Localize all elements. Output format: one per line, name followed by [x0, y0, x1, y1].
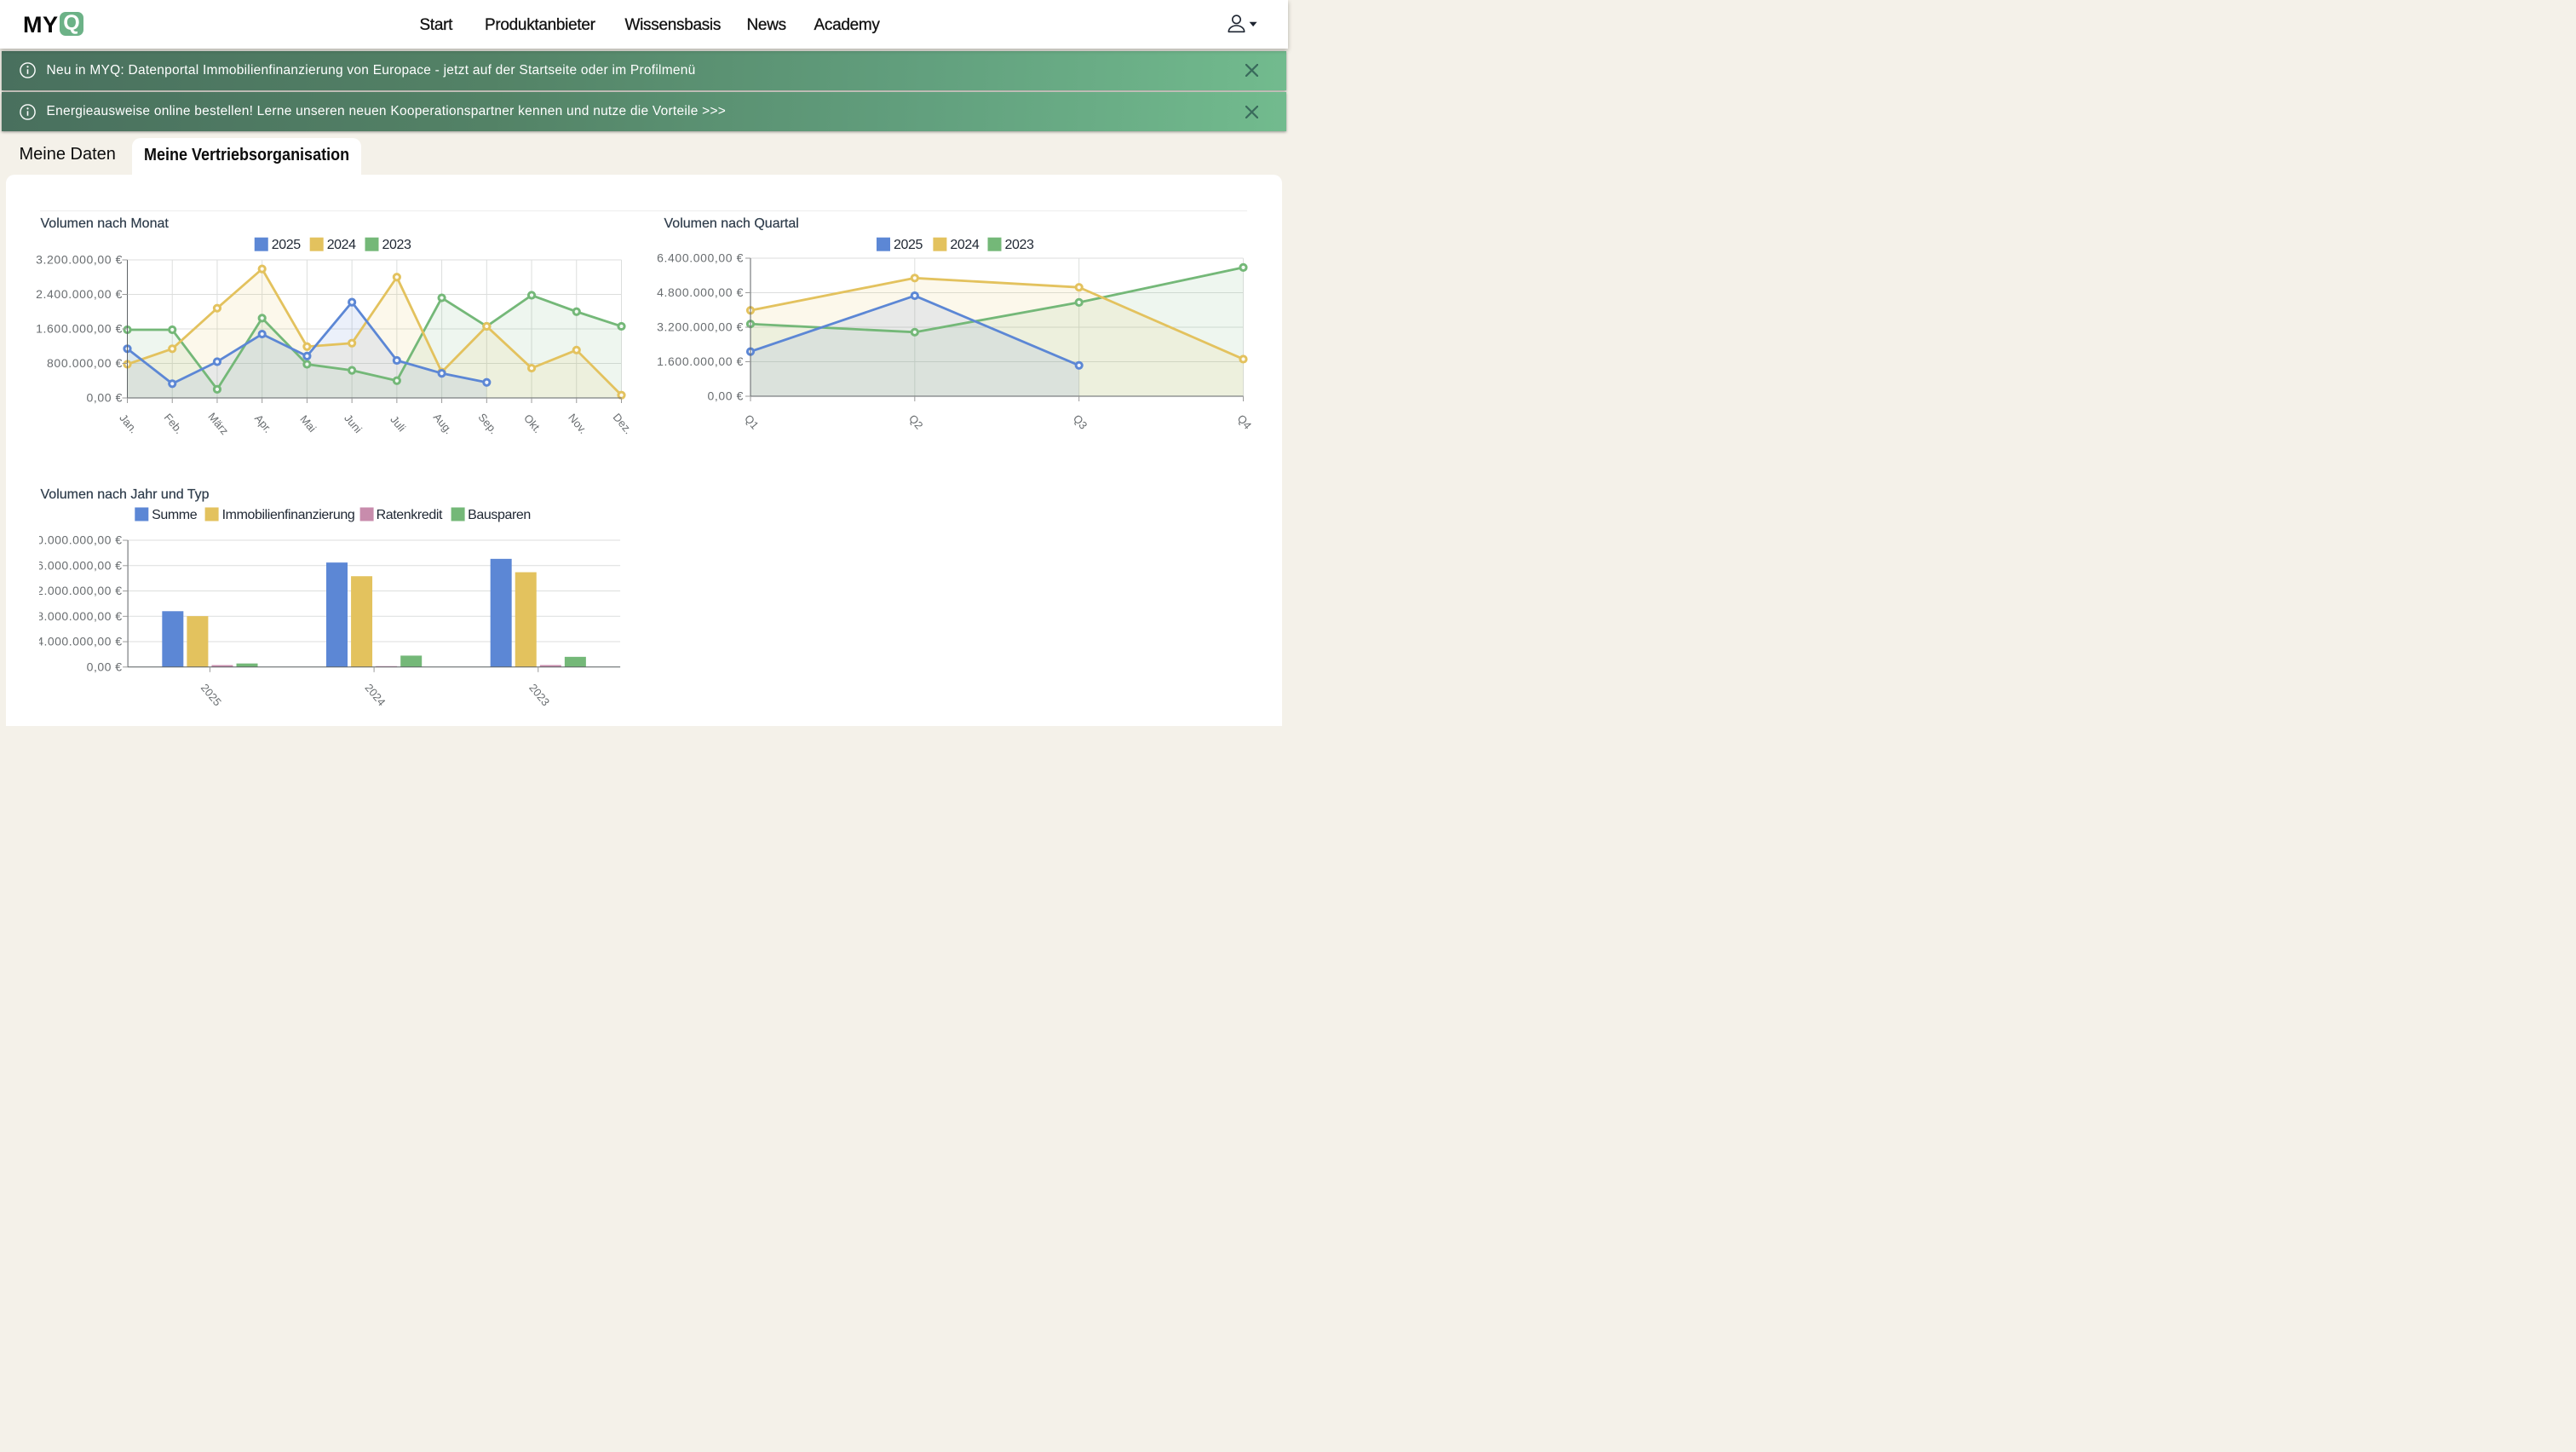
- svg-text:2024: 2024: [363, 682, 388, 709]
- svg-text:20.000.000,00 €: 20.000.000,00 €: [39, 533, 123, 547]
- svg-text:1.600.000,00 €: 1.600.000,00 €: [657, 354, 744, 368]
- svg-text:2.400.000,00 €: 2.400.000,00 €: [36, 287, 123, 301]
- svg-text:Okt.: Okt.: [521, 412, 544, 435]
- svg-text:Q4: Q4: [1235, 412, 1255, 432]
- svg-text:2023: 2023: [527, 682, 553, 709]
- svg-text:0,00 €: 0,00 €: [87, 660, 123, 673]
- svg-text:4.800.000,00 €: 4.800.000,00 €: [657, 285, 744, 299]
- svg-text:800.000,00 €: 800.000,00 €: [47, 356, 123, 370]
- svg-text:März: März: [205, 410, 231, 437]
- svg-text:3.200.000,00 €: 3.200.000,00 €: [657, 320, 744, 334]
- svg-text:2024: 2024: [950, 238, 979, 252]
- svg-text:12.000.000,00 €: 12.000.000,00 €: [39, 584, 123, 597]
- svg-text:2023: 2023: [1005, 238, 1034, 252]
- svg-text:2024: 2024: [327, 238, 356, 252]
- svg-text:Mai: Mai: [297, 412, 319, 435]
- svg-text:6.400.000,00 €: 6.400.000,00 €: [657, 251, 744, 265]
- svg-text:Sep.: Sep.: [475, 411, 500, 436]
- svg-text:2025: 2025: [894, 238, 923, 252]
- svg-text:Q3: Q3: [1071, 412, 1090, 432]
- svg-text:Aug.: Aug.: [431, 411, 456, 436]
- svg-text:Immobilienfinanzierung: Immobilienfinanzierung: [222, 508, 355, 522]
- svg-text:3.200.000,00 €: 3.200.000,00 €: [36, 253, 123, 267]
- svg-text:Nov.: Nov.: [566, 411, 589, 435]
- svg-text:0,00 €: 0,00 €: [707, 389, 744, 403]
- svg-text:2025: 2025: [198, 682, 224, 709]
- svg-text:Summe: Summe: [152, 508, 198, 522]
- svg-text:Apr.: Apr.: [252, 412, 274, 435]
- svg-text:Q1: Q1: [742, 412, 762, 432]
- svg-text:Bausparen: Bausparen: [468, 508, 531, 522]
- svg-text:Juli: Juli: [388, 413, 408, 435]
- svg-text:2025: 2025: [272, 238, 301, 252]
- svg-text:Q2: Q2: [906, 412, 926, 432]
- svg-text:8.000.000,00 €: 8.000.000,00 €: [39, 609, 123, 623]
- svg-text:4.000.000,00 €: 4.000.000,00 €: [39, 635, 123, 648]
- svg-text:Jan.: Jan.: [117, 412, 140, 435]
- svg-text:Ratenkredit: Ratenkredit: [377, 508, 443, 522]
- svg-text:0,00 €: 0,00 €: [86, 391, 123, 405]
- svg-text:Juni: Juni: [342, 412, 365, 435]
- svg-text:2023: 2023: [382, 238, 411, 252]
- svg-text:1.600.000,00 €: 1.600.000,00 €: [36, 322, 123, 336]
- svg-text:16.000.000,00 €: 16.000.000,00 €: [39, 558, 123, 572]
- svg-text:Feb.: Feb.: [162, 411, 186, 436]
- svg-text:Dez.: Dez.: [611, 411, 635, 436]
